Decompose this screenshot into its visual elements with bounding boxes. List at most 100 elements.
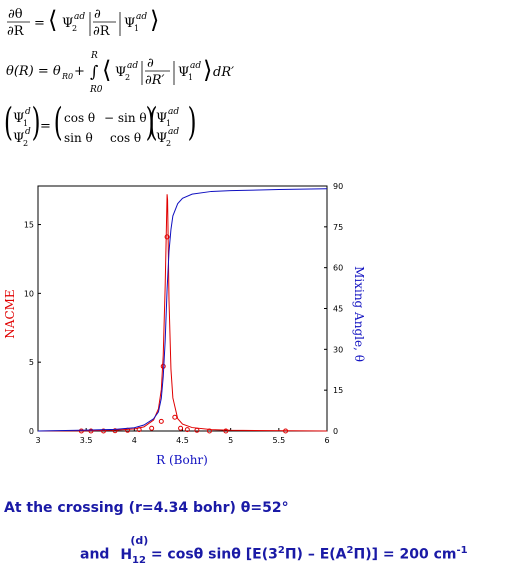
svg-text:⟩: ⟩ bbox=[150, 6, 159, 34]
nacme-data-point bbox=[136, 427, 142, 433]
svg-text:d: d bbox=[25, 107, 31, 117]
nacme-data-point bbox=[194, 427, 200, 433]
svg-text:∂R: ∂R bbox=[7, 24, 25, 39]
svg-text:): ) bbox=[188, 101, 197, 145]
equation-derivative-figure: ∂θ ∂R = ⟨ Ψ 2 ad ∂ ∂R Ψ 1 ad ⟩ bbox=[7, 6, 159, 39]
coupling-rest-2: Π) – E(A bbox=[284, 546, 347, 563]
coupling-rest-3: Π)] = 200 cm bbox=[353, 546, 457, 563]
equation-mixing-angle-figure: θ(R) = θ R0 + R ∫ R0 ⟨ Ψ 2 ad ∂ ∂R′ Ψ 1 … bbox=[6, 51, 234, 95]
svg-text:∂: ∂ bbox=[147, 56, 154, 71]
svg-text:2: 2 bbox=[23, 139, 28, 148]
equation-derivative: ∂θ ∂R = ⟨ Ψ 2 ad ∂ ∂R Ψ 1 ad ⟩ bbox=[6, 4, 306, 40]
nacme-data-point bbox=[283, 428, 289, 434]
y-right-tick-label: 15 bbox=[333, 386, 343, 395]
svg-text:Ψ: Ψ bbox=[13, 131, 24, 146]
svg-text:R: R bbox=[90, 51, 98, 61]
x-axis-label: R (Bohr) bbox=[156, 453, 208, 467]
svg-text:⟨: ⟨ bbox=[102, 56, 111, 84]
svg-text:1: 1 bbox=[166, 119, 171, 128]
coupling-sup-2: 2 bbox=[277, 545, 285, 556]
svg-text:=: = bbox=[34, 16, 45, 31]
svg-text:ad: ad bbox=[127, 61, 138, 71]
svg-text:Ψ: Ψ bbox=[13, 111, 24, 126]
nacme-data-point bbox=[223, 428, 229, 434]
x-axis-ticks: 3 3.5 4 4.5 5 5.5 6 bbox=[35, 428, 330, 445]
x-tick-label: 3 bbox=[35, 436, 40, 445]
x-tick-label: 6 bbox=[324, 436, 329, 445]
coupling-sup-4: -1 bbox=[456, 545, 468, 556]
svg-text:∫: ∫ bbox=[90, 62, 98, 81]
y-left-tick-label: 10 bbox=[24, 289, 34, 298]
y-right-tick-label: 60 bbox=[333, 264, 343, 273]
svg-text:): ) bbox=[146, 101, 155, 145]
svg-text:): ) bbox=[32, 101, 41, 145]
x-tick-label: 5 bbox=[228, 436, 233, 445]
svg-text:θ(R) = θ: θ(R) = θ bbox=[6, 64, 61, 79]
x-tick-label: 4 bbox=[132, 436, 137, 445]
svg-text:ad: ad bbox=[168, 127, 179, 137]
equation-mixing-angle: θ(R) = θ R0 + R ∫ R0 ⟨ Ψ 2 ad ∂ ∂R′ Ψ 1 … bbox=[6, 48, 306, 96]
nacme-mixing-angle-chart: 3 3.5 4 4.5 5 5.5 6 0 5 10 15 0 15 30 45 60 75 90 R (Bo… bbox=[3, 182, 366, 467]
svg-text:− sin θ: − sin θ bbox=[104, 111, 147, 125]
svg-text:1: 1 bbox=[23, 119, 28, 128]
svg-text:Ψ: Ψ bbox=[124, 16, 135, 31]
svg-text:ad: ad bbox=[190, 61, 201, 71]
svg-text:∂R: ∂R bbox=[93, 24, 111, 39]
coupling-sup-3: 2 bbox=[346, 545, 354, 556]
x-tick-label: 5.5 bbox=[272, 436, 285, 445]
crossing-note: At the crossing (r=4.34 bohr) θ=52° bbox=[4, 500, 289, 516]
mixing-angle-line bbox=[37, 188, 328, 432]
svg-text:⟨: ⟨ bbox=[48, 6, 57, 34]
svg-text:+: + bbox=[74, 64, 85, 79]
nacme-data-point bbox=[184, 427, 190, 433]
svg-text:cos θ: cos θ bbox=[64, 111, 95, 125]
y-right-tick-label: 0 bbox=[333, 427, 338, 436]
svg-text:∂: ∂ bbox=[94, 7, 101, 22]
nacme-data-point bbox=[178, 425, 184, 431]
nacme-data-point bbox=[158, 418, 164, 424]
svg-text:2: 2 bbox=[72, 24, 77, 33]
svg-text:1: 1 bbox=[134, 24, 139, 33]
nacme-data-point bbox=[206, 428, 212, 434]
y-right-tick-label: 75 bbox=[333, 223, 343, 232]
svg-text:d: d bbox=[25, 127, 31, 137]
svg-text:2: 2 bbox=[125, 73, 130, 82]
svg-text:(: ( bbox=[149, 101, 158, 145]
coupling-prefix: and bbox=[80, 546, 110, 563]
svg-text:2: 2 bbox=[166, 139, 171, 148]
y-right-axis-ticks: 0 15 30 45 60 75 90 bbox=[324, 182, 343, 436]
svg-text:(: ( bbox=[54, 101, 63, 145]
coupling-superscript: (d) bbox=[130, 533, 149, 547]
coupling-symbol: H bbox=[120, 546, 133, 563]
nacme-data-point bbox=[112, 428, 118, 434]
coupling-subscript: 12 bbox=[132, 554, 146, 566]
y-left-tick-label: 0 bbox=[29, 427, 34, 436]
nacme-line bbox=[37, 194, 328, 432]
y-left-tick-label: 5 bbox=[29, 358, 34, 367]
svg-text:Ψ: Ψ bbox=[115, 65, 126, 80]
nacme-data-point bbox=[101, 428, 107, 434]
svg-text:=: = bbox=[40, 119, 51, 134]
svg-text:⟩: ⟩ bbox=[203, 56, 212, 84]
equation-rotation: ( Ψ 1 d Ψ 2 d ) = ( cos θ − sin θ sin θ … bbox=[4, 100, 244, 150]
svg-text:ad: ad bbox=[168, 107, 179, 117]
svg-text:ad: ad bbox=[74, 12, 85, 22]
plot-frame bbox=[37, 185, 328, 432]
nacme-data-point bbox=[164, 234, 170, 240]
svg-text:∂R′: ∂R′ bbox=[145, 73, 165, 88]
svg-text:Ψ: Ψ bbox=[62, 16, 73, 31]
svg-text:R0: R0 bbox=[89, 85, 103, 95]
series-layer bbox=[37, 188, 328, 434]
svg-text:sin θ: sin θ bbox=[64, 131, 93, 145]
y-right-tick-label: 30 bbox=[333, 345, 343, 354]
nacme-data-point bbox=[78, 428, 84, 434]
y-left-axis-label: NACME bbox=[3, 289, 17, 338]
svg-text:ad: ad bbox=[136, 12, 147, 22]
y-right-tick-label: 90 bbox=[333, 182, 343, 191]
svg-text:cos θ: cos θ bbox=[110, 131, 141, 145]
coupling-note: and H12 (d) = cosθ sinθ [E(32Π) – E(A2Π)]… bbox=[80, 534, 468, 566]
svg-text:dR′: dR′ bbox=[213, 65, 234, 80]
nacme-data-point bbox=[149, 425, 155, 431]
nacme-data-point bbox=[172, 414, 178, 420]
svg-text:Ψ: Ψ bbox=[178, 65, 189, 80]
